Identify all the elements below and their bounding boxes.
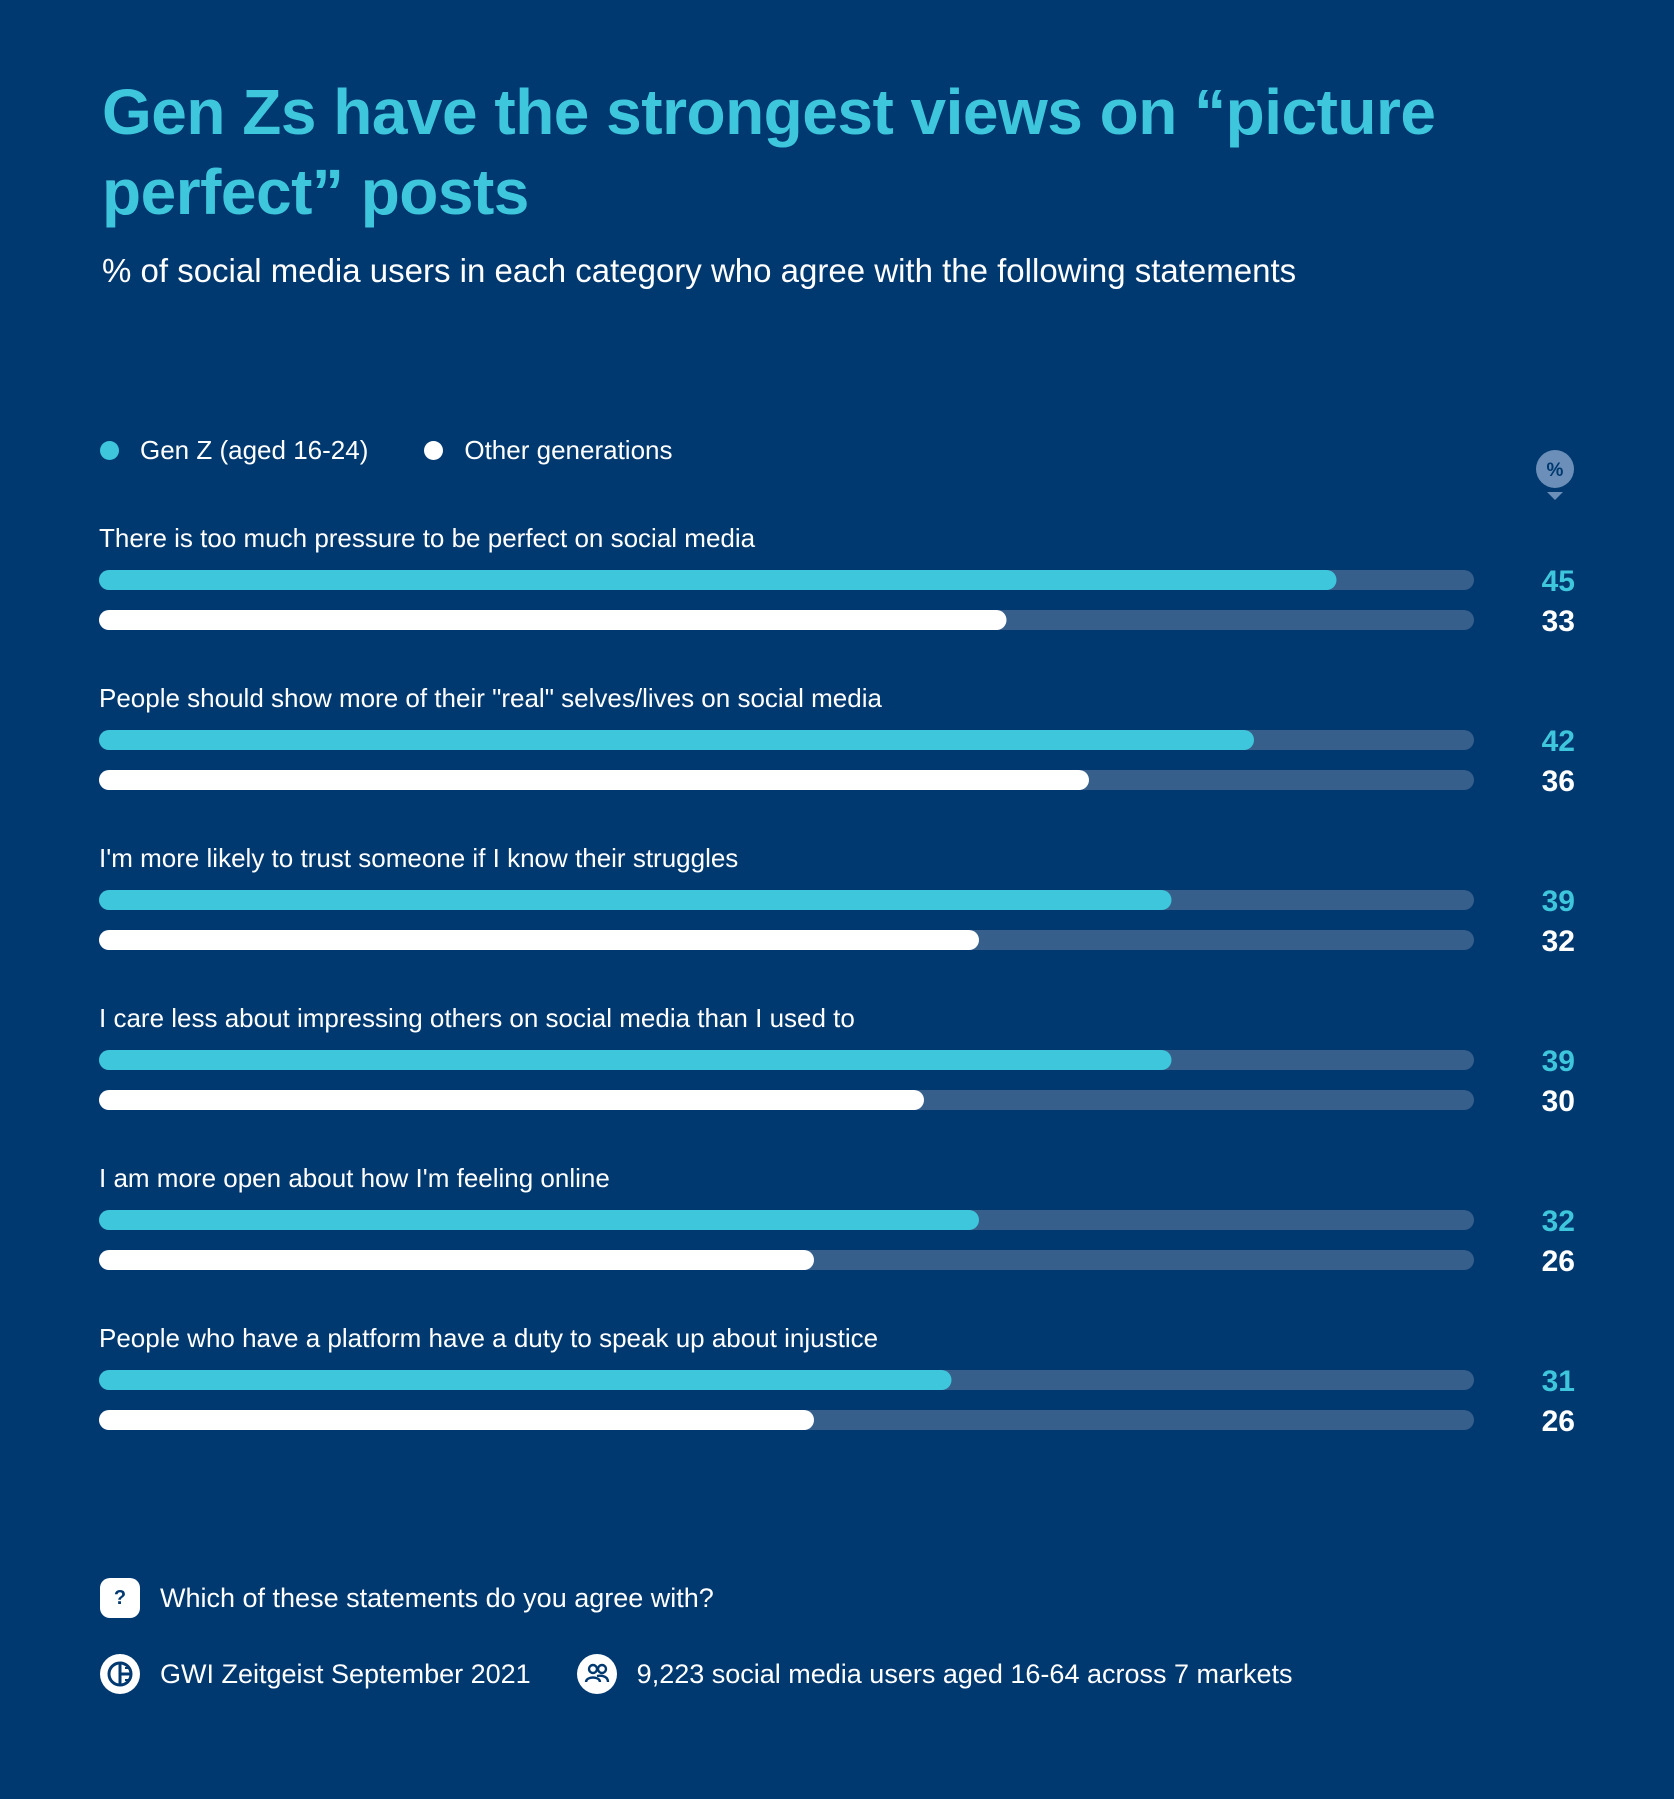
category-label: I'm more likely to trust someone if I kn… [99, 843, 738, 873]
legend-label-other-generations: Other generations [464, 434, 673, 465]
bar-gen-z [99, 730, 1254, 750]
value-label-other-generations: 36 [1542, 765, 1575, 798]
value-label-other-generations: 32 [1542, 925, 1575, 958]
question-icon: ? [100, 1578, 140, 1618]
question-text: Which of these statements do you agree w… [160, 1582, 714, 1613]
value-label-gen-z: 32 [1542, 1205, 1575, 1238]
bar-group-6: People who have a platform have a duty t… [99, 1323, 1575, 1438]
gwi-logo-graphic [107, 1661, 133, 1687]
category-label: People should show more of their "real" … [99, 683, 882, 713]
legend-item-gen-z: Gen Z (aged 16-24) [100, 435, 368, 466]
bar-chart: There is too much pressure to be perfect… [99, 523, 1575, 1438]
value-label-gen-z: 39 [1542, 1045, 1575, 1078]
value-label-other-generations: 26 [1542, 1405, 1575, 1438]
question-note: ? Which of these statements do you agree… [100, 1578, 714, 1618]
value-label-other-generations: 33 [1542, 605, 1575, 638]
value-label-other-generations: 26 [1542, 1245, 1575, 1278]
bar-gen-z [99, 890, 1172, 910]
sample-text: 9,223 social media users aged 16-64 acro… [636, 1658, 1293, 1689]
legend-swatch-other-generations [424, 440, 444, 460]
value-label-gen-z: 39 [1542, 885, 1575, 918]
category-label: I care less about impressing others on s… [99, 1003, 855, 1033]
bar-group-2: People should show more of their "real" … [99, 683, 1575, 798]
legend-item-other-generations: Other generations [424, 434, 673, 466]
bar-gen-z [99, 1370, 952, 1390]
category-label: There is too much pressure to be perfect… [99, 523, 756, 553]
bar-group-3: I'm more likely to trust someone if I kn… [99, 843, 1575, 958]
users-icon [576, 1654, 617, 1694]
legend-swatch-gen-z [100, 440, 119, 460]
legend-label-gen-z: Gen Z (aged 16-24) [140, 434, 369, 465]
source-row: GWI Zeitgeist September 2021 9,223 socia… [100, 1654, 1293, 1694]
bar-group-5: I am more open about how I'm feeling onl… [99, 1163, 1575, 1278]
value-label-gen-z: 31 [1542, 1365, 1575, 1398]
bar-other-generations [99, 1250, 814, 1270]
legend: Gen Z (aged 16-24) Other generations [100, 430, 729, 470]
bar-gen-z [99, 1050, 1172, 1070]
bar-other-generations [99, 930, 979, 950]
percent-badge-label: % [1547, 460, 1564, 481]
bar-other-generations [99, 610, 1007, 630]
value-label-gen-z: 45 [1542, 565, 1575, 598]
bar-other-generations [99, 770, 1089, 790]
bar-gen-z [99, 1210, 979, 1230]
bar-other-generations [99, 1090, 924, 1110]
value-label-other-generations: 30 [1542, 1085, 1575, 1118]
gwi-logo-icon [100, 1654, 140, 1694]
bar-gen-z [99, 570, 1337, 590]
chart-subtitle: % of social media users in each category… [102, 252, 1297, 289]
percent-badge-icon: % [1536, 450, 1574, 500]
source-group: GWI Zeitgeist September 2021 [100, 1654, 531, 1694]
chart-title: Gen Zs have the strongest views on “pict… [102, 76, 1436, 228]
value-label-gen-z: 42 [1542, 725, 1575, 758]
bar-other-generations [99, 1410, 814, 1430]
bar-group-4: I care less about impressing others on s… [99, 1003, 1575, 1118]
question-icon-glyph: ? [113, 1586, 127, 1609]
source-text: GWI Zeitgeist September 2021 [160, 1658, 531, 1689]
category-label: People who have a platform have a duty t… [99, 1323, 878, 1353]
users-icon-graphic [584, 1663, 609, 1683]
bar-group-1: There is too much pressure to be perfect… [99, 523, 1575, 638]
category-label: I am more open about how I'm feeling onl… [99, 1163, 610, 1193]
